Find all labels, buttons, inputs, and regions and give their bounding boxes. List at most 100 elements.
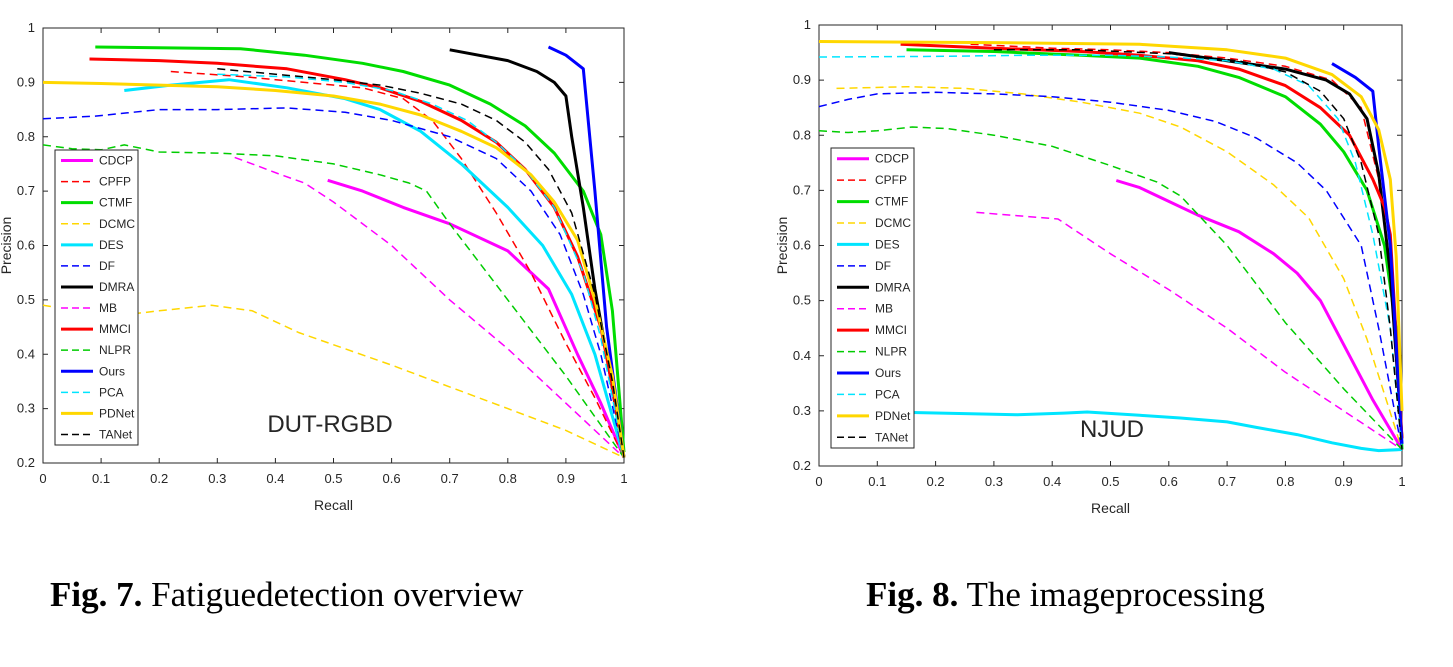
legend-label-mb: MB xyxy=(99,301,117,315)
figure-7-caption: Fig. 7. Fatiguedetection overview xyxy=(50,575,523,615)
y-tick-label: 0.6 xyxy=(793,238,811,253)
legend-label-ctmf: CTMF xyxy=(875,195,908,209)
x-tick-label: 0.1 xyxy=(92,471,110,486)
series-line-pca xyxy=(818,54,1403,450)
series-line-df xyxy=(42,107,625,458)
series-line-dcmc xyxy=(42,304,625,459)
series-line-cdcp xyxy=(327,178,626,459)
legend-label-des: DES xyxy=(875,237,900,251)
y-tick-label: 1 xyxy=(28,20,35,35)
series-line-des xyxy=(912,410,1403,453)
x-tick-label: 0.9 xyxy=(557,471,575,486)
legend-label-pca: PCA xyxy=(99,385,124,399)
legend-label-mb: MB xyxy=(875,302,893,316)
plot-area xyxy=(42,27,625,464)
legend-label-mmci: MMCI xyxy=(875,323,907,337)
figure-8-caption: Fig. 8. The imageprocessing xyxy=(866,575,1265,615)
x-tick-label: 0 xyxy=(815,474,822,489)
legend-label-nlpr: NLPR xyxy=(875,345,907,359)
legend-label-mmci: MMCI xyxy=(99,322,131,336)
series-line-mb xyxy=(976,211,1403,451)
chart-panel-1: 0 0.1 0.2 0.3 0.4 0.5 0.6 0.7 0.8 0.9 1 0.2 0.3 0.4 0.… xyxy=(0,20,628,513)
y-tick-label: 0.7 xyxy=(17,183,35,198)
legend-label-ours: Ours xyxy=(875,366,901,380)
y-tick-label: 0.2 xyxy=(793,458,811,473)
legend-label-dmra: DMRA xyxy=(99,280,134,294)
x-tick-label: 0.4 xyxy=(1043,474,1061,489)
figure-charts: 0 0.1 0.2 0.3 0.4 0.5 0.6 0.7 0.8 0.9 1 0.2 0.3 0.4 0.… xyxy=(0,17,1406,516)
series-line-cdcp xyxy=(1115,179,1404,451)
x-tick-label: 0.6 xyxy=(1160,474,1178,489)
series-line-tanet xyxy=(993,49,1403,450)
x-tick-label: 0.4 xyxy=(266,471,284,486)
x-tick-label: 0.5 xyxy=(1101,474,1119,489)
legend-label-cpfp: CPFP xyxy=(875,173,907,187)
y-tick-label: 0.9 xyxy=(17,74,35,89)
legend-label-des: DES xyxy=(99,238,124,252)
series-line-mb xyxy=(234,156,625,459)
x-tick-label: 0.7 xyxy=(1218,474,1236,489)
chart-panel-2: 0 0.1 0.2 0.3 0.4 0.5 0.6 0.7 0.8 0.9 1 0.2 0.3 0.4 0.… xyxy=(774,17,1406,516)
x-tick-label: 1 xyxy=(620,471,627,486)
legend-label-dmra: DMRA xyxy=(875,280,910,294)
series-line-des xyxy=(124,78,626,459)
legend-label-nlpr: NLPR xyxy=(99,343,131,357)
x-tick-label: 0.6 xyxy=(383,471,401,486)
series-line-pdnet xyxy=(818,40,1404,411)
x-tick-label: 0 xyxy=(39,471,46,486)
legend-label-ours: Ours xyxy=(99,364,125,378)
x-tick-label: 0.2 xyxy=(927,474,945,489)
x-tick-label: 1 xyxy=(1398,474,1405,489)
y-tick-label: 1 xyxy=(804,17,811,32)
y-tick-label: 0.3 xyxy=(793,403,811,418)
x-tick-label: 0.2 xyxy=(150,471,168,486)
legend-label-pca: PCA xyxy=(875,387,900,401)
legend-label-cpfp: CPFP xyxy=(99,175,131,189)
x-axis-label: Recall xyxy=(314,497,353,513)
figure-8-label: Fig. 8. xyxy=(866,575,959,614)
legend-label-dcmc: DCMC xyxy=(875,216,911,230)
legend-label-pdnet: PDNet xyxy=(99,406,135,420)
dataset-annotation: NJUD xyxy=(1080,416,1144,443)
y-tick-label: 0.9 xyxy=(793,72,811,87)
legend-label-pdnet: PDNet xyxy=(875,409,911,423)
figure-7-label: Fig. 7. xyxy=(50,575,143,614)
figure-7-title: Fatiguedetection overview xyxy=(142,575,524,614)
y-tick-label: 0.5 xyxy=(17,292,35,307)
legend-box xyxy=(54,149,139,446)
y-tick-label: 0.8 xyxy=(793,127,811,142)
series-line-dcmc xyxy=(836,85,1403,450)
x-tick-label: 0.5 xyxy=(324,471,342,486)
x-tick-label: 0.3 xyxy=(208,471,226,486)
x-tick-label: 0.3 xyxy=(985,474,1003,489)
y-tick-label: 0.6 xyxy=(17,238,35,253)
series-line-dmra xyxy=(1168,51,1404,439)
y-axis-label: Precision xyxy=(774,217,790,275)
series-line-nlpr xyxy=(42,144,625,459)
series-line-cpfp xyxy=(170,70,625,458)
y-tick-label: 0.8 xyxy=(17,129,35,144)
legend-label-df: DF xyxy=(99,259,115,273)
legend-box xyxy=(830,147,915,449)
y-tick-label: 0.4 xyxy=(17,346,35,361)
legend-label-ctmf: CTMF xyxy=(99,196,132,210)
legend-label-cdcp: CDCP xyxy=(875,152,909,166)
x-axis-label: Recall xyxy=(1091,500,1130,516)
x-tick-label: 0.7 xyxy=(441,471,459,486)
y-tick-label: 0.5 xyxy=(793,293,811,308)
x-tick-label: 0.8 xyxy=(1276,474,1294,489)
series-line-pca xyxy=(217,73,625,458)
legend-label-tanet: TANet xyxy=(875,430,909,444)
x-tick-label: 0.8 xyxy=(499,471,517,486)
series-line-mmci xyxy=(89,57,626,458)
y-tick-label: 0.3 xyxy=(17,401,35,416)
legend-label-df: DF xyxy=(875,259,891,273)
series-line-ctmf xyxy=(95,45,626,453)
y-tick-label: 0.2 xyxy=(17,455,35,470)
x-tick-label: 0.9 xyxy=(1335,474,1353,489)
figure-8-title: The imageprocessing xyxy=(958,575,1265,614)
series-line-ours xyxy=(547,45,626,458)
series-line-pdnet xyxy=(42,80,626,458)
legend-label-cdcp: CDCP xyxy=(99,154,133,168)
dataset-annotation: DUT-RGBD xyxy=(267,411,392,438)
